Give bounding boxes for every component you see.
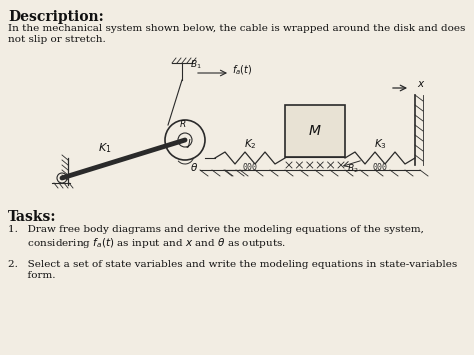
Text: $J$: $J$ [186,137,192,151]
Text: not slip or stretch.: not slip or stretch. [8,35,106,44]
Text: form.: form. [8,271,55,280]
Bar [285,105,345,157]
Text: 2.   Select a set of state variables and write the modeling equations in state-v: 2. Select a set of state variables and w… [8,260,457,269]
Text: 000: 000 [243,164,257,173]
Text: 1.   Draw free body diagrams and derive the modeling equations of the system,: 1. Draw free body diagrams and derive th… [8,225,424,234]
Text: $R$: $R$ [179,118,187,129]
Text: Tasks:: Tasks: [8,210,56,224]
Text: In the mechanical system shown below, the cable is wrapped around the disk and d: In the mechanical system shown below, th… [8,24,465,33]
Text: $B_1$: $B_1$ [190,59,201,71]
Text: $M$: $M$ [308,124,322,138]
Text: 000: 000 [373,164,388,173]
Text: $K_3$: $K_3$ [374,137,386,151]
Text: $\theta$: $\theta$ [190,161,198,173]
Text: $B_2$: $B_2$ [347,163,358,175]
Text: considering $f_a(t)$ as input and $x$ and $\theta$ as outputs.: considering $f_a(t)$ as input and $x$ an… [8,236,286,250]
Text: $x$: $x$ [417,79,426,89]
Text: $K_2$: $K_2$ [244,137,256,151]
Text: $K_1$: $K_1$ [98,141,111,155]
Text: Description:: Description: [8,10,104,24]
Text: $f_a(t)$: $f_a(t)$ [232,63,253,77]
